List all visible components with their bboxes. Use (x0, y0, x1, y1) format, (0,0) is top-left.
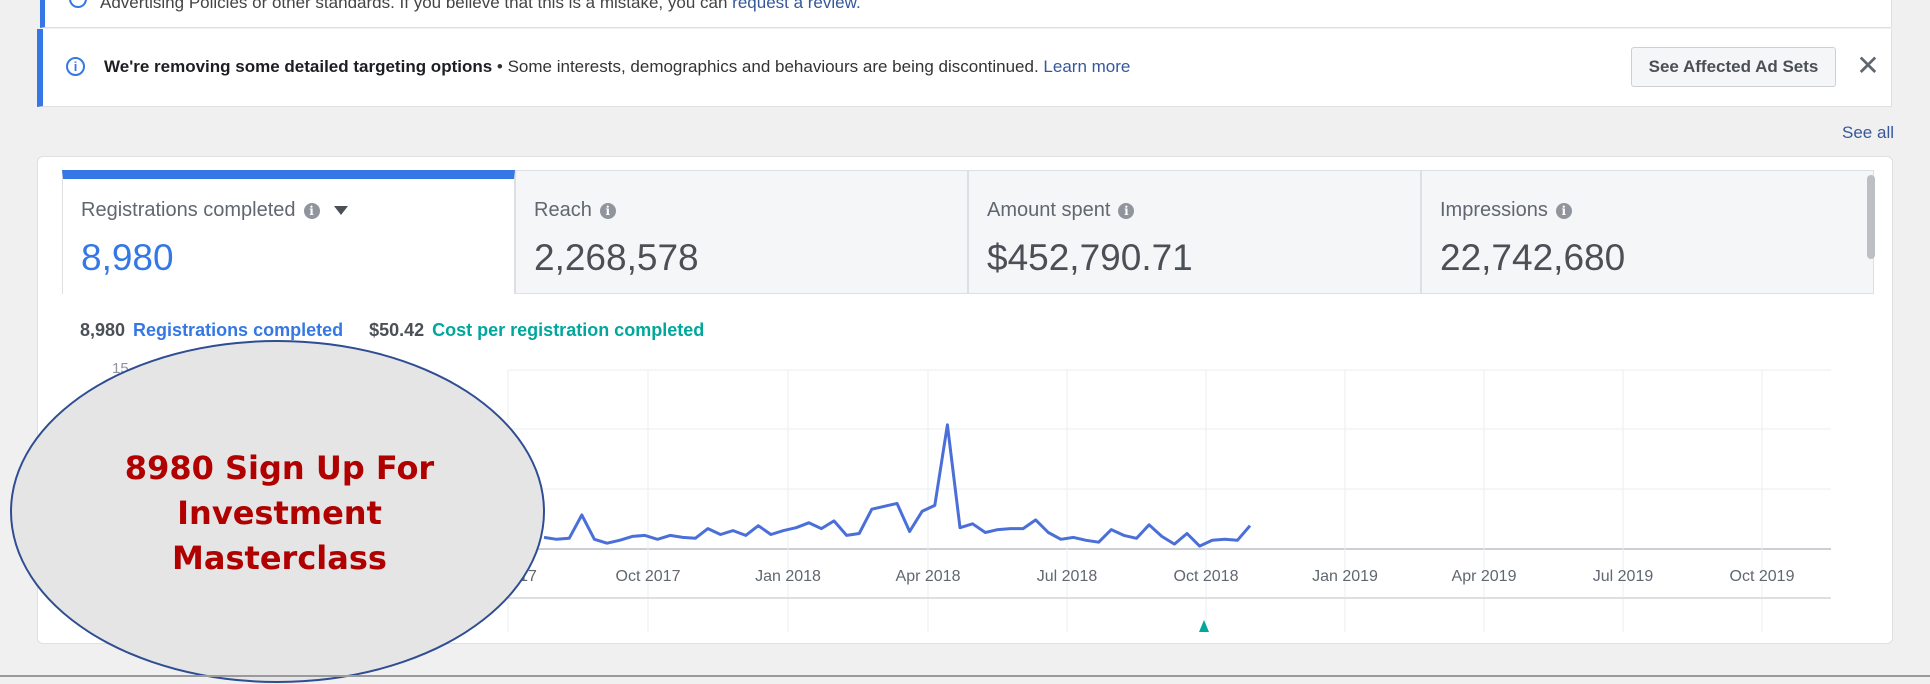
x-axis-tick-label: Oct 2019 (1730, 568, 1795, 585)
tab-reach[interactable]: Reach i 2,268,578 (515, 170, 968, 294)
chart-grid (440, 369, 1831, 632)
x-axis-tick-label: Apr 2018 (896, 568, 961, 585)
tab-label: Amount spent i (987, 199, 1135, 222)
tab-value: 2,268,578 (534, 237, 699, 278)
notice-body: • Some interests, demographics and behav… (492, 57, 1044, 76)
x-axis-labels: 17 Oct 2017 Jan 2018 Apr 2018 Jul 2018 Oct 20… (519, 568, 1794, 585)
annotation-text: 8980 Sign Up For Investment Masterclass (124, 449, 435, 577)
chevron-down-icon[interactable] (333, 206, 348, 216)
info-icon: i (66, 57, 85, 76)
policy-text: Advertising Policies or other standards.… (100, 0, 728, 12)
tab-label: Impressions i (1440, 199, 1572, 222)
window-bottom-border (0, 675, 1930, 677)
request-review-link[interactable]: request a review. (732, 0, 861, 12)
tab-value: $452,790.71 (987, 237, 1193, 278)
policy-notice-strip: Advertising Policies or other standards.… (40, 0, 1892, 28)
info-icon[interactable]: i (303, 202, 320, 219)
learn-more-link[interactable]: Learn more (1043, 57, 1131, 76)
close-icon[interactable]: ✕ (1856, 50, 1880, 81)
x-axis-tick-label: Jul 2018 (1037, 568, 1098, 585)
registrations-label[interactable]: Registrations completed (133, 320, 344, 340)
x-axis-tick-label: Jan 2019 (1312, 568, 1378, 585)
x-axis-tick-label: Oct 2018 (1174, 568, 1239, 585)
notice-text: We're removing some detailed targeting o… (104, 57, 1130, 77)
info-icon[interactable]: i (1118, 202, 1135, 219)
tab-value: 22,742,680 (1440, 237, 1626, 278)
see-affected-ad-sets-button[interactable]: See Affected Ad Sets (1631, 47, 1836, 87)
scrollbar[interactable] (1867, 175, 1875, 259)
x-axis-tick-label: Jul 2019 (1593, 568, 1654, 585)
policy-notice-text: Advertising Policies or other standards.… (100, 0, 861, 13)
see-all-link[interactable]: See all (1842, 123, 1894, 142)
tab-value: 8,980 (81, 237, 174, 278)
info-icon[interactable]: i (1555, 202, 1572, 219)
cost-value: $50.42 (369, 320, 425, 340)
tab-label-text: Reach (534, 199, 592, 221)
timeline-marker (1199, 620, 1209, 632)
info-icon[interactable]: i (599, 202, 616, 219)
tab-label-text: Amount spent (987, 199, 1111, 221)
tab-label-text: Impressions (1440, 199, 1548, 221)
metric-tabs: Registrations completed i 8,980 Reach i 2,… (62, 170, 1874, 294)
chart-summary: 8,980 Registrations completed $50.42 Cost p… (80, 320, 704, 341)
x-axis-tick-label: Jan 2018 (755, 568, 821, 585)
annotation-bubble: 8980 Sign Up For Investment Masterclass (10, 340, 545, 683)
registrations-series-line (543, 423, 1252, 548)
targeting-notice-banner: i We're removing some detailed targeting… (37, 29, 1892, 107)
registrations-count: 8,980 (80, 320, 126, 340)
notice-title: We're removing some detailed targeting o… (104, 57, 493, 76)
tab-label-text: Registrations completed (81, 199, 296, 221)
x-axis-tick-label: Apr 2019 (1452, 568, 1517, 585)
tab-label: Reach i (534, 199, 616, 222)
cost-label[interactable]: Cost per registration completed (432, 320, 705, 340)
x-axis-tick-label: Oct 2017 (616, 568, 681, 585)
tab-impressions[interactable]: Impressions i 22,742,680 (1421, 170, 1874, 294)
tab-amount-spent[interactable]: Amount spent i $452,790.71 (968, 170, 1421, 294)
tab-registrations-completed[interactable]: Registrations completed i 8,980 (62, 170, 515, 294)
tab-label: Registrations completed i (81, 199, 348, 222)
